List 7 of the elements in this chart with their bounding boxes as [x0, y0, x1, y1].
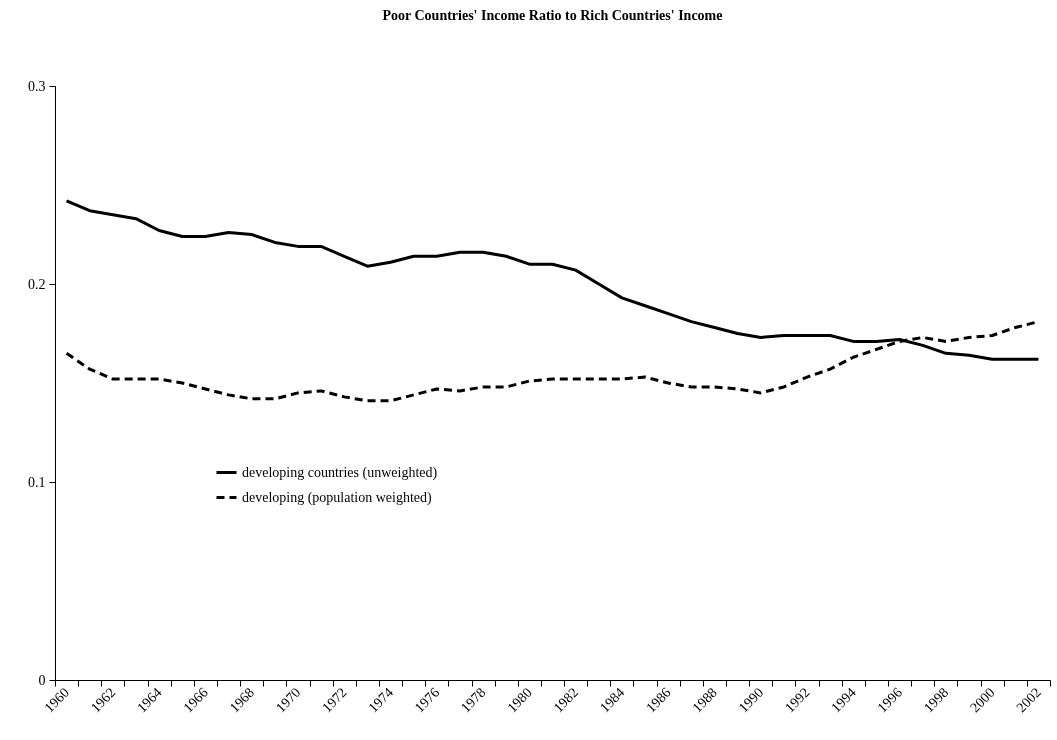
- y-tick-label: 0: [38, 672, 46, 688]
- y-tick-label: 0.1: [28, 474, 46, 490]
- y-tick-label: 0.3: [28, 78, 46, 94]
- y-tick-label: 0.2: [28, 276, 46, 292]
- chart-title: Poor Countries' Income Ratio to Rich Countries' Income: [382, 8, 723, 23]
- legend-label: developing countries (unweighted): [242, 464, 438, 481]
- legend-label: developing (population weighted): [242, 489, 433, 506]
